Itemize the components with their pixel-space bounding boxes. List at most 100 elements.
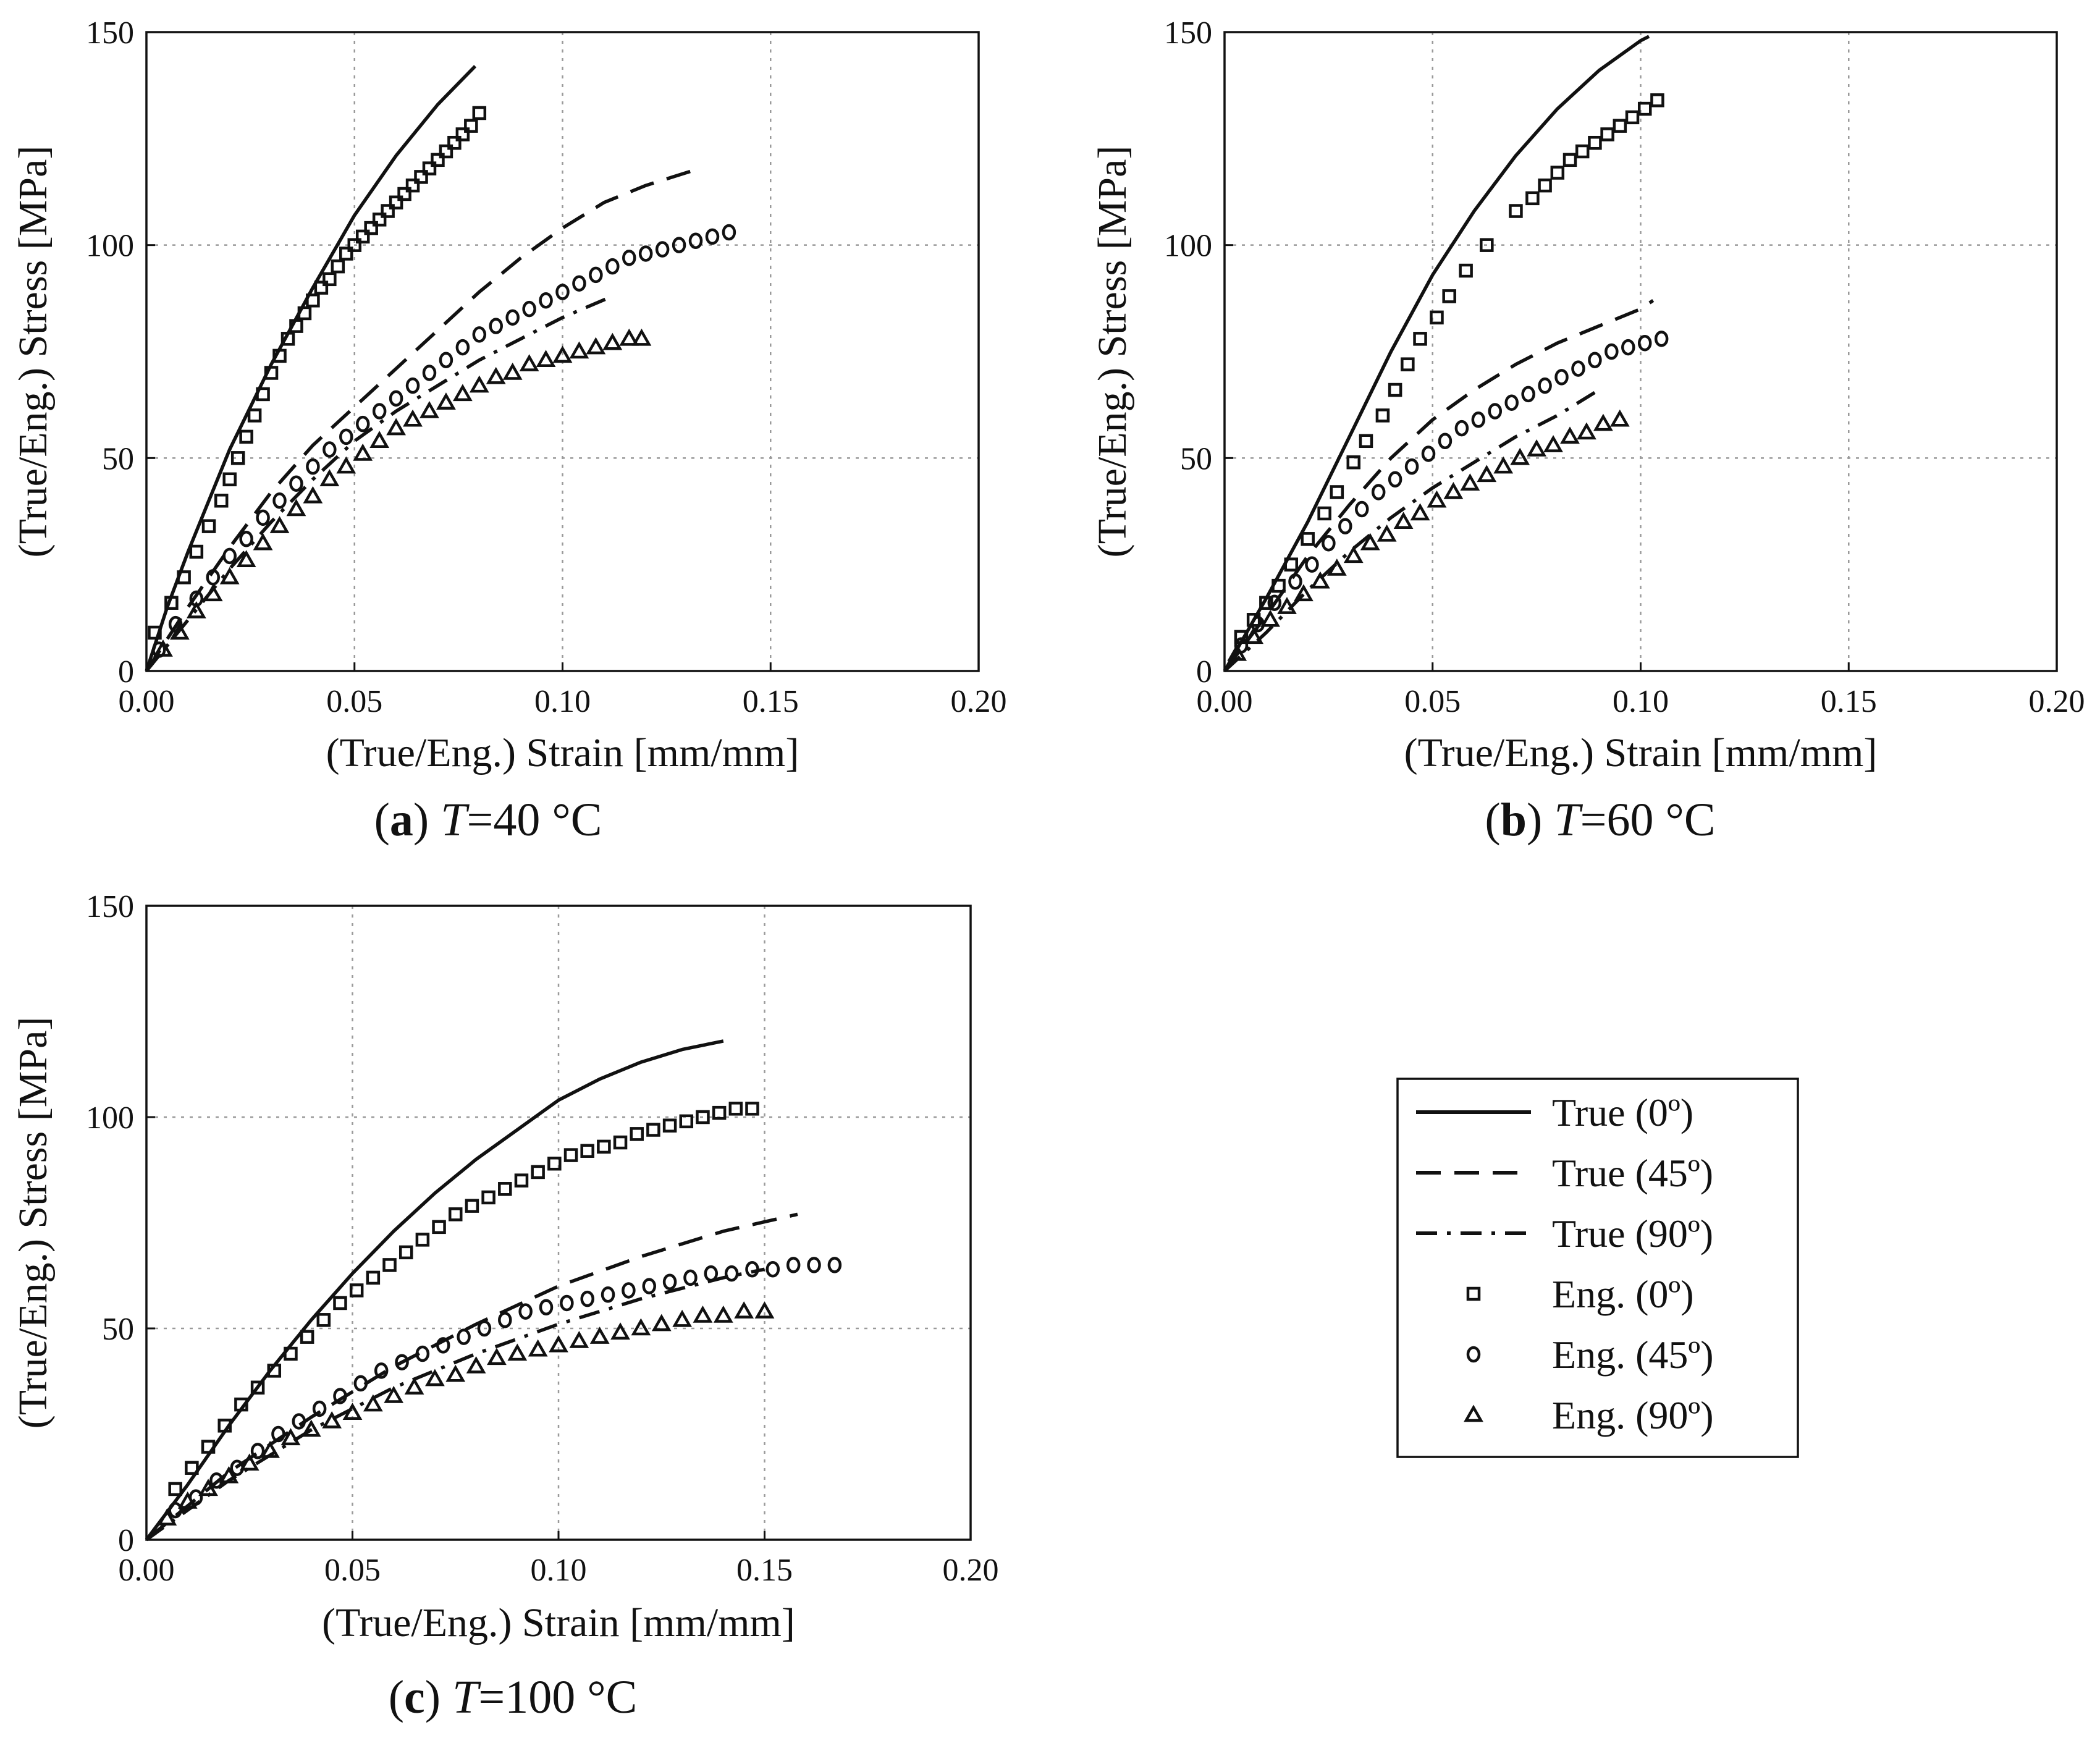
data-point-triangle bbox=[1477, 465, 1497, 483]
data-point-circle bbox=[472, 326, 487, 343]
data-point-square bbox=[498, 1182, 512, 1196]
y-tick-label: 50 bbox=[1180, 441, 1212, 476]
data-point-square bbox=[349, 1283, 364, 1298]
data-point-triangle bbox=[1326, 559, 1347, 576]
data-point-square bbox=[289, 319, 303, 333]
data-point-square bbox=[214, 494, 229, 508]
data-point-circle bbox=[642, 1278, 656, 1294]
data-point-square bbox=[280, 332, 295, 346]
y-tick-label: 150 bbox=[1164, 15, 1212, 51]
data-point-circle bbox=[498, 1312, 512, 1328]
data-point-square bbox=[250, 1380, 265, 1395]
series-line bbox=[145, 1267, 765, 1542]
data-point-circle bbox=[1404, 458, 1419, 475]
data-point-triangle bbox=[253, 533, 273, 551]
x-tick-label: 0.10 bbox=[534, 684, 591, 719]
data-point-circle bbox=[1637, 334, 1652, 352]
data-point-triangle bbox=[363, 1394, 383, 1412]
data-point-square bbox=[389, 195, 403, 209]
y-tick-label: 0 bbox=[1196, 654, 1212, 690]
data-point-circle bbox=[1438, 433, 1453, 450]
data-point-square bbox=[316, 1313, 331, 1327]
data-point-triangle bbox=[1510, 447, 1530, 465]
data-point-square bbox=[1509, 204, 1523, 218]
data-point-triangle bbox=[1493, 456, 1514, 474]
data-point-circle bbox=[333, 1388, 347, 1404]
data-point-circle bbox=[206, 569, 221, 586]
data-point-triangle bbox=[239, 1453, 259, 1471]
data-point-circle bbox=[672, 237, 686, 253]
data-point-square bbox=[284, 1346, 298, 1361]
y-tick-label: 150 bbox=[86, 15, 134, 51]
data-point-circle bbox=[662, 1273, 677, 1291]
data-point-triangle bbox=[586, 337, 606, 355]
data-point-square bbox=[355, 229, 370, 244]
x-axis-title: (True/Eng.) Strain [mm/mm] bbox=[1404, 730, 1878, 775]
data-point-circle bbox=[1488, 403, 1503, 420]
legend-label: True (90º) bbox=[1552, 1212, 1713, 1256]
data-point-triangle bbox=[502, 362, 523, 380]
data-point-triangle bbox=[1310, 571, 1330, 589]
data-point-square bbox=[679, 1114, 694, 1129]
data-point-circle bbox=[489, 318, 503, 334]
data-point-square bbox=[464, 119, 478, 133]
data-point-square bbox=[222, 472, 237, 487]
data-point-square bbox=[455, 127, 470, 141]
legend-box: True (0º) True (45º) True (90º) Eng. (0º) En… bbox=[1396, 1078, 1799, 1458]
data-point-circle bbox=[1355, 500, 1369, 518]
data-point-square bbox=[397, 187, 411, 201]
y-tick-label: 0 bbox=[118, 1523, 134, 1558]
data-point-square bbox=[1401, 357, 1415, 371]
data-point-square bbox=[314, 281, 329, 295]
data-point-square bbox=[1525, 191, 1540, 206]
legend-marker-circle bbox=[1466, 1346, 1481, 1363]
data-point-square bbox=[439, 144, 453, 159]
data-point-square bbox=[234, 1397, 248, 1412]
legend-item: True (45º) bbox=[1416, 1151, 1713, 1195]
data-point-square bbox=[1459, 263, 1473, 278]
data-point-square bbox=[1588, 135, 1602, 150]
data-point-square bbox=[405, 178, 420, 193]
data-point-triangle bbox=[1227, 643, 1247, 661]
data-point-triangle bbox=[552, 345, 573, 363]
data-point-triangle bbox=[528, 1339, 548, 1357]
data-point-circle bbox=[522, 300, 536, 318]
data-point-square bbox=[267, 1364, 282, 1378]
series-true-2 bbox=[145, 294, 614, 672]
caption-temperature: =100 °C bbox=[478, 1671, 637, 1723]
data-point-triangle bbox=[322, 1411, 342, 1429]
data-point-triangle bbox=[1360, 533, 1380, 551]
series-line bbox=[145, 1212, 798, 1542]
data-point-square bbox=[1480, 238, 1494, 252]
data-point-circle bbox=[272, 492, 287, 509]
data-point-circle bbox=[704, 1265, 719, 1282]
data-point-square bbox=[1575, 144, 1590, 159]
data-point-square bbox=[514, 1173, 529, 1188]
data-point-square bbox=[256, 387, 270, 402]
data-point-triangle bbox=[672, 1309, 692, 1327]
data-point-square bbox=[381, 204, 395, 218]
data-point-square bbox=[531, 1165, 545, 1180]
data-point-square bbox=[613, 1135, 628, 1150]
data-point-circle bbox=[439, 352, 453, 369]
data-point-square bbox=[306, 293, 320, 308]
x-tick-label: 0.10 bbox=[1613, 684, 1669, 719]
data-point-circle bbox=[1338, 518, 1352, 534]
data-point-triangle bbox=[170, 622, 190, 640]
chart-panel-a: 0.00 0.05 0.10 0.15 0.20 0 50 100 150 (True/Eng.)… bbox=[11, 15, 1007, 846]
data-point-circle bbox=[1521, 386, 1535, 403]
data-point-circle bbox=[1471, 411, 1486, 428]
data-point-square bbox=[630, 1127, 644, 1141]
data-point-square bbox=[382, 1258, 397, 1272]
data-point-square bbox=[201, 519, 216, 533]
data-point-circle bbox=[638, 245, 653, 262]
data-point-triangle bbox=[469, 375, 489, 393]
data-point-triangle bbox=[386, 418, 406, 436]
data-point-triangle bbox=[353, 443, 373, 461]
data-point-triangle bbox=[1560, 426, 1580, 444]
data-point-square bbox=[185, 1461, 199, 1475]
data-point-triangle bbox=[1377, 524, 1397, 542]
x-tick-label: 0.20 bbox=[2029, 684, 2085, 719]
data-point-circle bbox=[323, 441, 337, 458]
data-point-triangle bbox=[1244, 627, 1264, 644]
